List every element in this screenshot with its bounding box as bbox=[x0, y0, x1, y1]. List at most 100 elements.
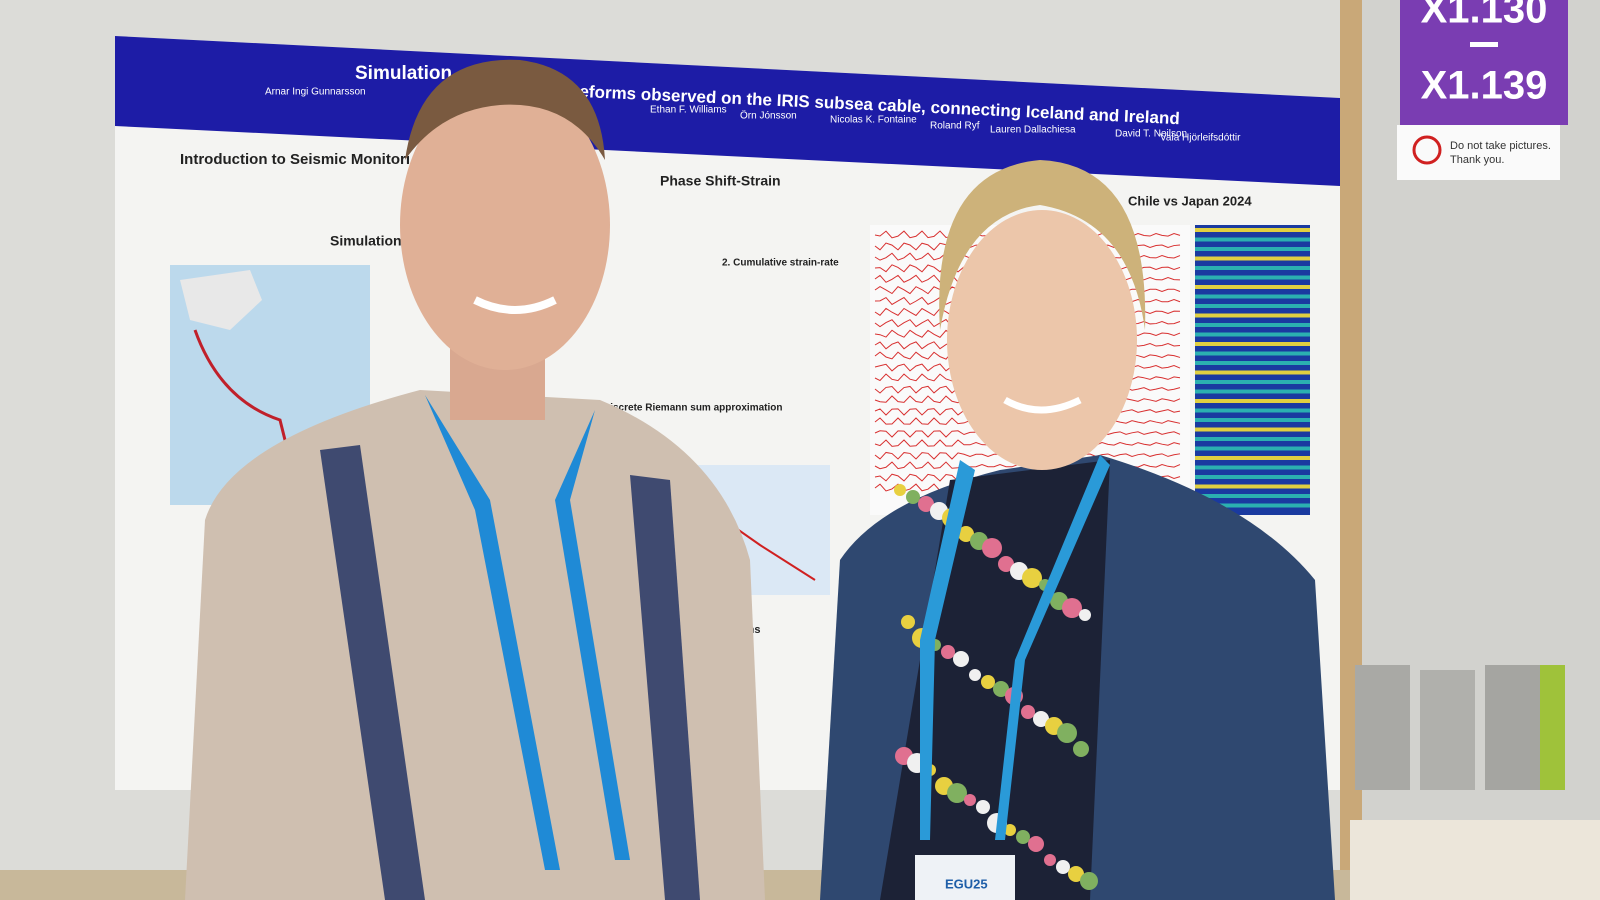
flower bbox=[958, 526, 974, 542]
section-title: Discrete Riemann sum approximation bbox=[603, 403, 783, 414]
band bbox=[1195, 399, 1310, 403]
band bbox=[1195, 361, 1310, 365]
flower bbox=[953, 651, 969, 667]
flower bbox=[1079, 609, 1091, 621]
author: Roland Ryf bbox=[930, 121, 980, 132]
band bbox=[1195, 304, 1310, 308]
poster-title: Simulation bbox=[355, 63, 452, 84]
band bbox=[1195, 332, 1310, 337]
sign-code: X1.139 bbox=[1421, 64, 1548, 108]
flower bbox=[1021, 705, 1035, 719]
band bbox=[1195, 285, 1310, 289]
lanyard bbox=[555, 410, 630, 860]
band bbox=[1195, 418, 1310, 422]
band bbox=[1195, 228, 1310, 232]
notice-text: Thank you. bbox=[1450, 154, 1504, 166]
notice-sign bbox=[1397, 125, 1560, 180]
band bbox=[1195, 342, 1310, 346]
flower bbox=[1073, 741, 1089, 757]
authors: Arnar Ingi Gunnarsson Ethan F. Williams Ör… bbox=[265, 87, 1241, 144]
flower bbox=[1080, 872, 1098, 890]
flower bbox=[1056, 860, 1070, 874]
flower bbox=[941, 645, 955, 659]
face bbox=[400, 80, 610, 370]
section-title: Phase Shift-Strain bbox=[660, 173, 781, 189]
author: Ethan F. Williams bbox=[650, 105, 727, 116]
flower bbox=[906, 490, 920, 504]
lanyard bbox=[425, 395, 560, 870]
band bbox=[1195, 427, 1310, 432]
flower bbox=[982, 538, 1002, 558]
author: Örn Jónsson bbox=[740, 110, 797, 122]
band bbox=[1195, 389, 1310, 394]
suspender bbox=[630, 475, 700, 900]
band bbox=[1195, 446, 1310, 451]
band bbox=[1195, 503, 1310, 508]
sign-code: X1.130 bbox=[1421, 0, 1548, 32]
band bbox=[1195, 437, 1310, 441]
flower bbox=[993, 681, 1009, 697]
bin bbox=[1485, 665, 1540, 790]
bin-sign bbox=[1540, 665, 1565, 790]
bin bbox=[1420, 670, 1475, 790]
flower bbox=[1004, 824, 1016, 836]
band bbox=[1195, 256, 1310, 261]
map-island bbox=[180, 270, 262, 330]
spectrogram-bands bbox=[1195, 228, 1310, 508]
room-sign bbox=[1400, 0, 1568, 125]
band bbox=[1195, 456, 1310, 460]
section-title: Simulation bbox=[330, 233, 402, 249]
flower bbox=[998, 556, 1014, 572]
band bbox=[1195, 484, 1310, 489]
band bbox=[1195, 313, 1310, 318]
flower bbox=[1016, 830, 1030, 844]
flower bbox=[901, 615, 915, 629]
author: Vala Hjörleifsdóttir bbox=[1160, 133, 1241, 144]
flower bbox=[964, 794, 976, 806]
notice-text: Do not take pictures. bbox=[1450, 140, 1551, 152]
author: Arnar Ingi Gunnarsson bbox=[265, 87, 366, 98]
suspender bbox=[320, 445, 425, 900]
flower bbox=[1033, 711, 1049, 727]
band bbox=[1195, 380, 1310, 384]
flower bbox=[969, 669, 981, 681]
author: Lauren Dallachiesa bbox=[990, 125, 1076, 136]
band bbox=[1195, 294, 1310, 299]
flower bbox=[947, 783, 967, 803]
badge-text: EGU25 bbox=[945, 876, 988, 891]
flower bbox=[976, 800, 990, 814]
author: David T. Neilson bbox=[1115, 129, 1187, 140]
hair bbox=[939, 160, 1146, 330]
band bbox=[1195, 408, 1310, 413]
band bbox=[1195, 266, 1310, 270]
bin bbox=[1355, 665, 1410, 790]
flower bbox=[1068, 866, 1084, 882]
no-photo-icon bbox=[1412, 135, 1442, 165]
band bbox=[1195, 475, 1310, 479]
flower bbox=[1028, 836, 1044, 852]
smile bbox=[473, 296, 557, 314]
flower bbox=[1057, 723, 1077, 743]
band bbox=[1195, 247, 1310, 251]
band bbox=[1195, 351, 1310, 356]
band bbox=[1195, 237, 1310, 242]
cable bbox=[193, 329, 292, 461]
band bbox=[1195, 465, 1310, 470]
smile bbox=[1003, 396, 1082, 414]
band bbox=[1195, 323, 1310, 327]
hair bbox=[405, 59, 605, 160]
sign-dash bbox=[1470, 42, 1498, 47]
band bbox=[1195, 494, 1310, 498]
band bbox=[1195, 370, 1310, 375]
lanyard bbox=[995, 455, 1110, 840]
poster-header bbox=[115, 36, 1340, 186]
section-title: Chile vs Japan 2024 bbox=[1128, 193, 1252, 208]
flower bbox=[1022, 568, 1042, 588]
lanyard bbox=[920, 460, 975, 840]
author: Nicolas K. Fontaine bbox=[830, 115, 917, 126]
band bbox=[1195, 275, 1310, 280]
badge bbox=[915, 855, 1015, 900]
flower bbox=[918, 496, 934, 512]
